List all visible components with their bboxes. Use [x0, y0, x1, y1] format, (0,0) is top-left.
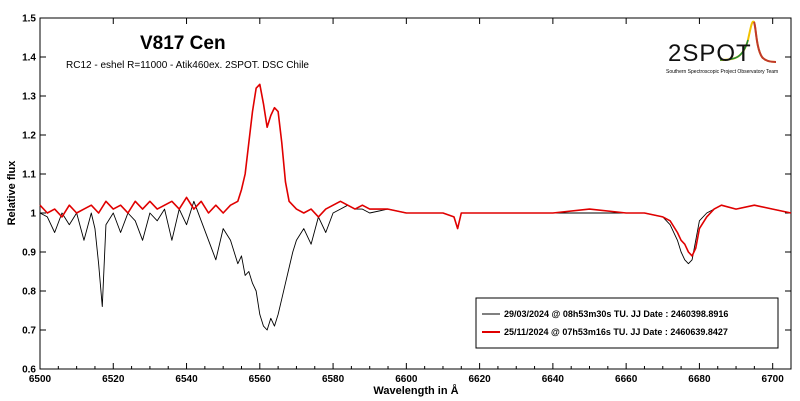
y-tick-label: 1.4	[22, 53, 36, 64]
logo: 2SPOT Southern Spectroscopic Project Obs…	[666, 20, 778, 75]
series-line-1	[39, 200, 792, 331]
x-axis: 6500 6520 6540 6560 6580 6600 6620 6640 6660 6680…	[29, 18, 784, 385]
logo-tagline: Southern Spectroscopic Project Observato…	[666, 69, 778, 75]
y-tick-label: 0.7	[22, 326, 36, 337]
y-tick-label: 1	[30, 209, 36, 220]
x-tick-label: 6560	[249, 374, 272, 385]
y-axis: 0.6 0.7 0.8 0.9 1 1.1 1.2 1.3 1.4 1.5	[22, 14, 791, 376]
series-layer	[39, 83, 792, 331]
chart-title: V817 Cen	[140, 33, 226, 54]
x-tick-label: 6640	[542, 374, 565, 385]
x-tick-label: 6620	[468, 374, 491, 385]
legend: 29/03/2024 @ 08h53m30s TU. JJ Date : 246…	[475, 297, 779, 349]
y-tick-label: 0.6	[22, 365, 36, 376]
x-tick-label: 6660	[615, 374, 638, 385]
x-tick-label: 6580	[322, 374, 345, 385]
y-tick-label: 1.3	[22, 92, 36, 103]
x-tick-label: 6700	[762, 374, 785, 385]
y-tick-label: 0.9	[22, 248, 36, 259]
x-tick-label: 6500	[29, 374, 52, 385]
legend-box	[475, 297, 779, 349]
logo-wordmark: 2SPOT	[668, 40, 752, 67]
plot-frame	[39, 17, 792, 370]
series-line-2	[39, 83, 792, 257]
logo-emission-curve-green	[719, 39, 749, 61]
y-tick-label: 1.1	[22, 170, 36, 181]
y-axis-title: Relative flux	[6, 160, 18, 226]
legend-label-series-1: 29/03/2024 @ 08h53m30s TU. JJ Date : 246…	[504, 309, 728, 319]
x-axis-title: Wavelength in Å	[373, 384, 458, 397]
y-tick-label: 1.5	[22, 14, 36, 25]
y-tick-label: 0.8	[22, 287, 36, 298]
x-tick-label: 6520	[102, 374, 125, 385]
legend-label-series-2: 25/11/2024 @ 07h53m16s TU. JJ Date : 246…	[504, 327, 728, 337]
x-tick-label: 6600	[395, 374, 418, 385]
y-tick-label: 1.2	[22, 131, 36, 142]
chart-subtitle: RC12 - eshel R=11000 - Atik460ex. 2SPOT.…	[66, 60, 309, 71]
x-tick-label: 6680	[688, 374, 711, 385]
logo-emission-curve-red	[753, 21, 777, 63]
x-tick-label: 6540	[175, 374, 198, 385]
